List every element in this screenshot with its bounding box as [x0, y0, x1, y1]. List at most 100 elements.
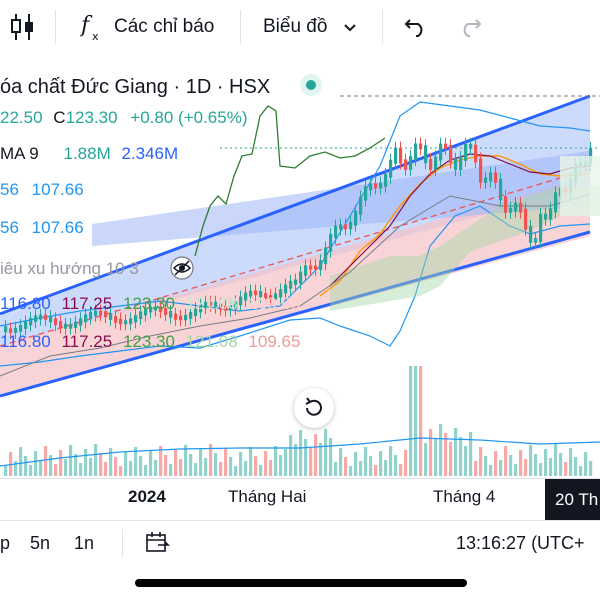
candle	[404, 159, 408, 170]
volume-bar	[269, 460, 273, 476]
volume-bar	[109, 448, 113, 476]
clock-timezone[interactable]: 13:16:27 (UTC+	[456, 533, 585, 553]
candle	[44, 314, 48, 320]
candle	[379, 182, 383, 189]
volume-bar	[69, 445, 73, 476]
channel-mid-line	[0, 168, 591, 347]
chart-canvas[interactable]	[0, 56, 600, 520]
volume-bar	[4, 466, 8, 476]
volume-bar	[84, 449, 88, 476]
redo-icon[interactable]	[458, 16, 482, 43]
ma-label: MA 9	[0, 144, 39, 163]
chevron-down-icon[interactable]	[343, 20, 357, 38]
volume-bar	[449, 442, 453, 476]
fx-icon[interactable]: f x	[79, 12, 104, 47]
time-label: Tháng Hai	[228, 487, 307, 506]
candle	[194, 308, 198, 316]
candle	[289, 280, 293, 289]
candle	[359, 196, 363, 215]
candle	[394, 147, 398, 164]
volume-bar	[444, 433, 448, 476]
price-change: +0.80 (+0.65%)	[130, 108, 248, 127]
volume-bar	[579, 466, 583, 476]
interval-button[interactable]: 5n	[30, 533, 51, 553]
toolbar-divider	[55, 10, 56, 44]
candle	[184, 314, 188, 321]
candle	[114, 316, 118, 323]
volume-bar	[259, 465, 263, 476]
candlestick-icon[interactable]	[10, 12, 36, 47]
close-label: C	[53, 108, 66, 127]
time-axis[interactable]: 2024 Tháng Hai Tháng 4 20 Th	[0, 478, 600, 520]
candle	[54, 318, 58, 326]
candle	[529, 225, 533, 243]
candle	[119, 318, 123, 325]
volume-bar	[14, 461, 18, 476]
volume-bar	[204, 458, 208, 476]
candle	[104, 311, 108, 318]
candle	[434, 156, 438, 170]
volume-bar	[369, 456, 373, 476]
candle	[209, 301, 213, 306]
volume-bar	[544, 449, 548, 476]
close-value: 123.30	[65, 108, 118, 127]
price-chart[interactable]: óa chất Đức Giang · 1D · HSX 22.50 C123.…	[0, 56, 600, 520]
volume-bar	[279, 455, 283, 476]
indicator-value: 56	[0, 218, 19, 237]
date-range-icon[interactable]	[144, 531, 170, 560]
trend-label: iêu xu hướng 10 3	[0, 259, 139, 278]
market-status-dot[interactable]	[299, 74, 322, 96]
candle	[504, 196, 508, 213]
indicator-row-2: 56 107.66	[0, 218, 84, 238]
candle	[444, 143, 448, 150]
undo-icon[interactable]	[404, 16, 428, 43]
candle	[49, 315, 53, 323]
ohlc-row: 22.50 C123.30 +0.80 (+0.65%)	[0, 108, 248, 128]
volume-legend-row: MA 9 1.88M 2.346M	[0, 144, 178, 164]
chart-type-button[interactable]: Biểu đồ	[263, 16, 328, 37]
volume-bar	[404, 450, 408, 476]
eye-off-icon[interactable]	[168, 256, 196, 285]
volume-bar	[244, 461, 248, 476]
interval-button[interactable]: 1n	[74, 533, 95, 553]
candle	[259, 291, 263, 298]
volume-bar	[164, 455, 168, 476]
volume-bar	[209, 444, 213, 476]
candle	[439, 143, 443, 161]
candle	[64, 323, 68, 329]
volume-bar	[189, 454, 193, 476]
ichimoku-value: 123.30	[122, 332, 175, 351]
scroll-to-realtime-button[interactable]	[294, 388, 334, 428]
symbol-title[interactable]: óa chất Đức Giang · 1D · HSX	[0, 76, 271, 98]
indicators-button[interactable]: Các chỉ báo	[114, 16, 215, 37]
volume-bar	[589, 461, 593, 476]
candle	[109, 313, 113, 321]
volume-bar	[549, 458, 553, 476]
volume-bar	[264, 451, 268, 476]
volume-bar	[494, 451, 498, 476]
volume-bar	[19, 447, 23, 476]
volume-bar	[319, 443, 323, 476]
volume-bar	[124, 452, 128, 476]
volume-bar	[229, 457, 233, 476]
volume-bar	[354, 452, 358, 476]
candle	[224, 305, 228, 311]
volume-bar	[409, 366, 413, 476]
toolbar-divider	[122, 529, 123, 557]
candle	[534, 238, 538, 243]
volume-bar	[524, 459, 528, 476]
ichimoku-value: 116.80	[0, 332, 51, 351]
ichimoku-value: 117.25	[61, 294, 113, 313]
candle	[334, 225, 338, 238]
candle	[254, 290, 258, 296]
volume-bar	[139, 456, 143, 476]
ichimoku-cloud-green	[330, 186, 600, 311]
candle	[374, 183, 378, 189]
volume-bar	[154, 460, 158, 476]
volume-bar	[334, 462, 338, 476]
interval-button[interactable]: p	[0, 533, 11, 553]
home-indicator	[135, 579, 467, 587]
volume-bar	[394, 455, 398, 476]
indicator-row-1: 56 107.66	[0, 180, 84, 200]
candle	[349, 221, 353, 230]
